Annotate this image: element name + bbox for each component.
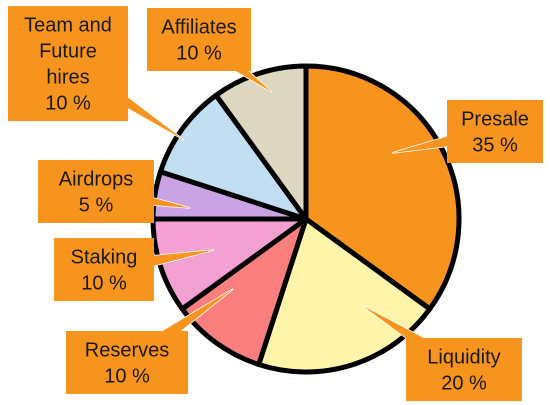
callout-label: Liquidity: [427, 347, 500, 369]
pie-slice-affiliates: [213, 63, 309, 222]
callout-reserves: Reserves 10 %: [66, 288, 234, 394]
callout-pointer-fill: [363, 306, 469, 378]
callout-pointer-fill: [121, 289, 233, 370]
callout-pointer-fill: [94, 182, 190, 208]
callout-pointer-fill: [102, 250, 214, 279]
callout-label: Team and: [24, 15, 112, 37]
callout-pointer-fill: [193, 32, 272, 92]
callout-label: Presale: [461, 109, 529, 131]
callout-value: 10 %: [104, 366, 150, 388]
pie-slice-team-and-future-hires: [157, 92, 309, 222]
callout-label: hires: [46, 67, 89, 89]
callout-team-and-future-hires: Team and Future hires 10 %: [8, 6, 185, 141]
callout-label: Reserves: [85, 340, 169, 362]
callout-pointer-fill: [63, 56, 184, 140]
callout-presale: Presale 35 %: [391, 100, 543, 163]
callout-label: Affiliates: [161, 17, 236, 39]
callout-value: 10 %: [45, 93, 91, 115]
callout-affiliates: Affiliates 10 %: [147, 8, 273, 93]
callout-value: 10 %: [81, 273, 127, 295]
callout-label: Future: [39, 41, 97, 63]
callout-liquidity: Liquidity 20 %: [362, 305, 522, 401]
pie-slice-presale: [303, 63, 462, 312]
callout-value: 35 %: [472, 135, 518, 157]
callout-airdrops: Airdrops 5 %: [38, 160, 191, 223]
callout-pointer-fill: [392, 122, 497, 153]
pie-slices: [150, 63, 462, 375]
callout-value: 10 %: [176, 43, 222, 65]
callout-value: 20 %: [441, 373, 487, 395]
callout-label: Airdrops: [59, 169, 133, 191]
pie-slice-liquidity: [256, 216, 433, 375]
pie-slice-reserves: [179, 216, 309, 368]
callout-staking: Staking 10 %: [54, 238, 215, 301]
callout-label: Staking: [71, 247, 138, 269]
callout-value: 5 %: [79, 195, 114, 217]
callout-box: [66, 331, 188, 394]
